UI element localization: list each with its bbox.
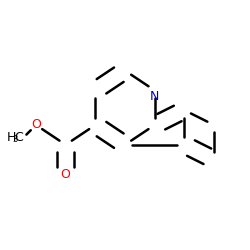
Text: O: O bbox=[61, 168, 70, 181]
Text: O: O bbox=[31, 118, 41, 132]
Text: C: C bbox=[14, 131, 23, 144]
Text: H: H bbox=[6, 131, 16, 144]
Text: 3: 3 bbox=[12, 135, 18, 144]
Text: N: N bbox=[150, 90, 159, 103]
